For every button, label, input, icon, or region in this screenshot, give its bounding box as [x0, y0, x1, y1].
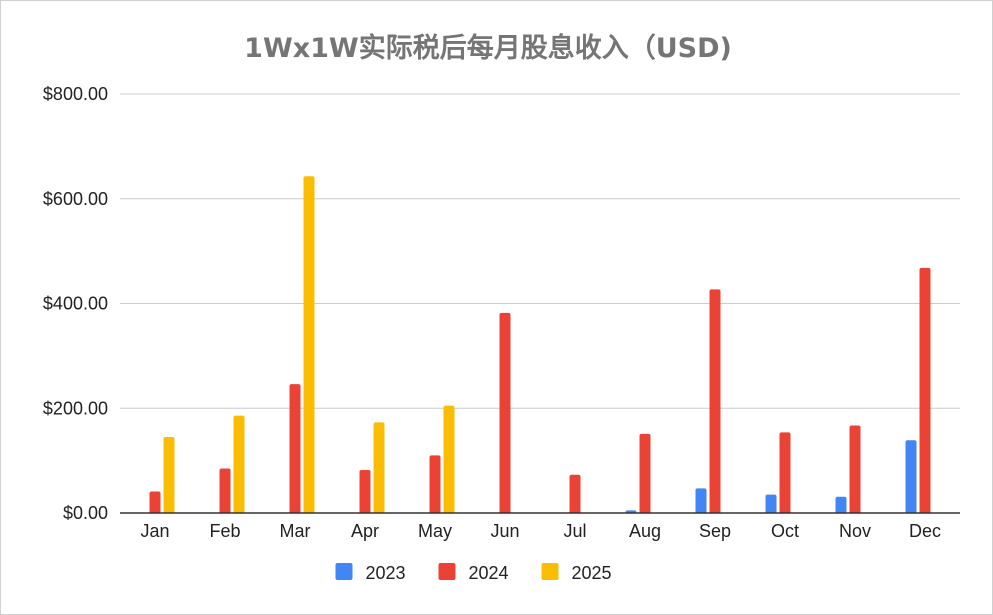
x-tick-label: Aug	[629, 521, 661, 541]
bar-2024-jun	[499, 312, 511, 513]
bar-2024-mar	[289, 384, 301, 513]
bar-2025-feb	[233, 415, 245, 513]
x-tick-label: Sep	[699, 521, 731, 541]
legend-label-2024: 2024	[469, 563, 509, 583]
x-tick-label: May	[418, 521, 452, 541]
bar-2023-oct	[765, 494, 777, 513]
x-tick-label: Apr	[351, 521, 379, 541]
y-tick-label: $800.00	[43, 84, 108, 104]
chart-title: 1Wx1W实际税后每月股息收入（USD)	[244, 32, 732, 64]
bar-2025-apr	[373, 422, 385, 513]
x-tick-label: Dec	[909, 521, 941, 541]
y-tick-label: $600.00	[43, 189, 108, 209]
legend-swatch-2023	[335, 563, 353, 580]
bar-2025-may	[443, 405, 455, 513]
bar-2024-feb	[219, 468, 231, 513]
legend-label-2025: 2025	[572, 563, 612, 583]
legend-swatch-2024	[438, 563, 456, 580]
grid-lines	[120, 93, 960, 409]
y-tick-label: $400.00	[43, 294, 108, 314]
x-tick-label: Feb	[209, 521, 240, 541]
bar-2024-may	[429, 455, 441, 513]
bar-2025-jan	[163, 437, 175, 513]
x-tick-label: Jun	[490, 521, 519, 541]
bar-2023-nov	[835, 496, 847, 513]
y-tick-label: $0.00	[63, 503, 108, 523]
y-axis-ticks: $0.00 $200.00 $400.00 $600.00 $800.00	[43, 84, 108, 523]
bar-2025-mar	[303, 176, 315, 513]
x-tick-label: Oct	[771, 521, 799, 541]
bar-2024-sep	[709, 289, 721, 513]
legend-swatch-2025	[541, 563, 559, 580]
bar-2023-dec	[905, 440, 917, 513]
x-tick-label: Jan	[140, 521, 169, 541]
bar-2023-sep	[695, 488, 707, 513]
y-tick-label: $200.00	[43, 398, 108, 418]
x-tick-label: Nov	[839, 521, 871, 541]
bar-2024-oct	[779, 432, 791, 513]
bar-2024-nov	[849, 425, 861, 513]
bars	[149, 176, 931, 513]
bar-2024-aug	[639, 433, 651, 513]
x-tick-label: Mar	[280, 521, 311, 541]
legend: 2023 2024 2025	[335, 563, 612, 583]
bar-2024-dec	[919, 267, 931, 513]
bar-2024-jul	[569, 474, 581, 513]
x-tick-label: Jul	[563, 521, 586, 541]
bar-2024-jan	[149, 491, 161, 513]
legend-label-2023: 2023	[366, 563, 406, 583]
bar-2024-apr	[359, 470, 371, 513]
x-axis-ticks: Jan Feb Mar Apr May Jun Jul Aug Sep Oct Nov Dec	[140, 521, 941, 541]
